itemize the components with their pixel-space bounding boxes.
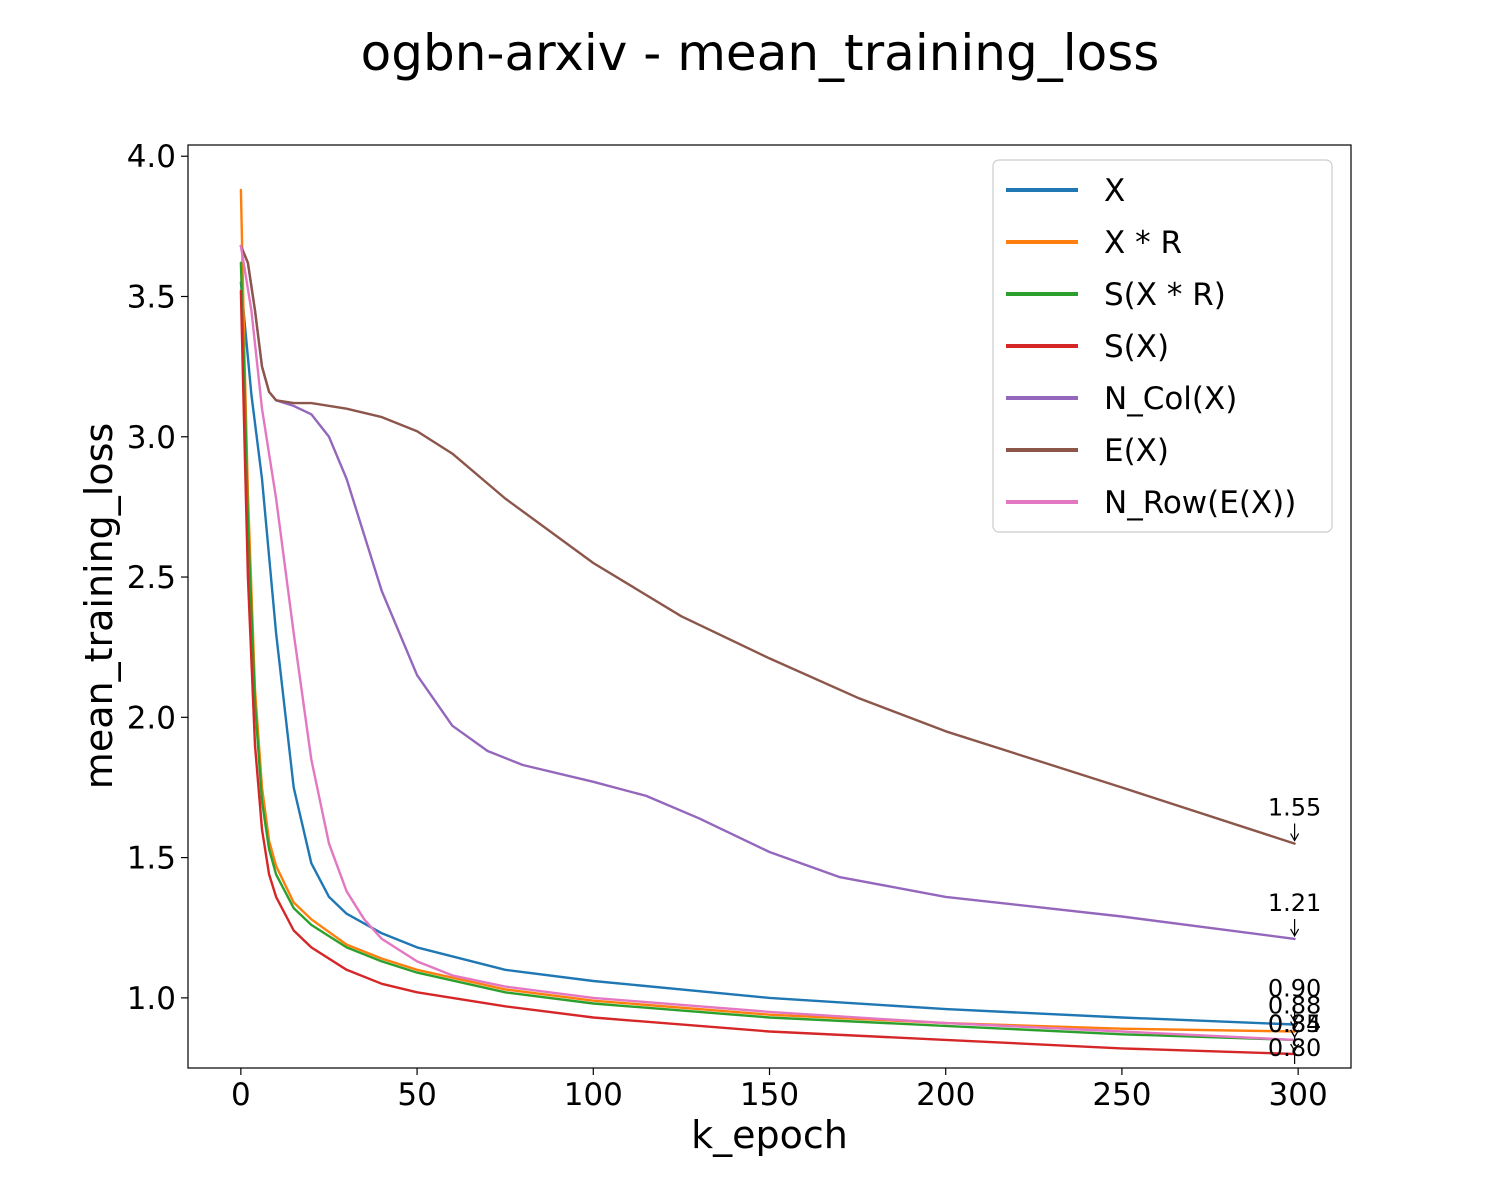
end-value-label: 0.88: [1268, 992, 1321, 1020]
y-axis-ticks: 1.0 1.5 2.0 2.5 3.0 3.5 4.0: [127, 139, 188, 1017]
x-tick-label: 150: [740, 1077, 799, 1113]
x-tick-label: 300: [1269, 1077, 1328, 1113]
x-tick-label: 250: [1092, 1077, 1151, 1113]
series-line-3: [239, 289, 1296, 1056]
series-line-5: [239, 244, 1296, 845]
x-axis-ticks: 0 50 100 150 200 250 300: [231, 1068, 1328, 1113]
end-value-label: 1.21: [1268, 889, 1321, 917]
legend-label: X * R: [1104, 225, 1182, 261]
y-tick-label: 3.0: [127, 420, 176, 456]
end-value-arrow: [1290, 1004, 1300, 1023]
legend-label: N_Row(E(X)): [1104, 485, 1296, 521]
end-value-arrow: [1290, 1021, 1300, 1030]
y-tick-label: 3.5: [127, 279, 176, 315]
x-tick-label: 200: [916, 1077, 975, 1113]
series-line-6: [239, 244, 1296, 1042]
y-axis-label: mean_training_loss: [77, 423, 121, 789]
series-line-2: [239, 261, 1296, 1042]
series-lines: [239, 188, 1296, 1056]
end-value-arrow: [1290, 1043, 1300, 1064]
y-tick-label: 1.5: [127, 841, 176, 877]
end-value-arrow: [1290, 823, 1300, 842]
y-tick-label: 4.0: [127, 139, 176, 175]
legend-box: [992, 159, 1333, 533]
legend-label: S(X): [1104, 329, 1169, 365]
end-value-annotations: 1.551.210.900.880.850.840.80: [1268, 794, 1321, 1064]
legend-label: E(X): [1104, 433, 1169, 469]
end-value-label: 0.84: [1268, 1010, 1321, 1038]
end-value-arrow: [1290, 918, 1300, 938]
end-value-arrow: [1290, 1029, 1300, 1040]
x-tick-label: 50: [397, 1077, 436, 1113]
x-tick-label: 100: [564, 1077, 623, 1113]
x-tick-label: 0: [231, 1077, 251, 1113]
y-tick-label: 2.0: [127, 700, 176, 736]
y-tick-label: 2.5: [127, 560, 176, 596]
legend-label: S(X * R): [1104, 277, 1226, 313]
legend-label: N_Col(X): [1104, 381, 1237, 417]
legend-label: X: [1104, 173, 1125, 209]
end-value-label: 1.55: [1268, 794, 1321, 822]
legend-items: X X * R S(X * R) S(X) N_Col(X) E(X) N_Row(E(X)…: [1006, 173, 1296, 521]
end-value-label: 0.85: [1268, 1010, 1321, 1038]
x-axis-label: k_epoch: [691, 1113, 848, 1157]
legend: X X * R S(X * R) S(X) N_Col(X) E(X) N_Row(E(X)…: [992, 159, 1333, 533]
y-tick-label: 1.0: [127, 981, 176, 1017]
end-value-label: 0.90: [1268, 975, 1321, 1003]
chart-title: ogbn-arxiv - mean_training_loss: [361, 24, 1160, 82]
series-line-0: [239, 281, 1296, 1026]
